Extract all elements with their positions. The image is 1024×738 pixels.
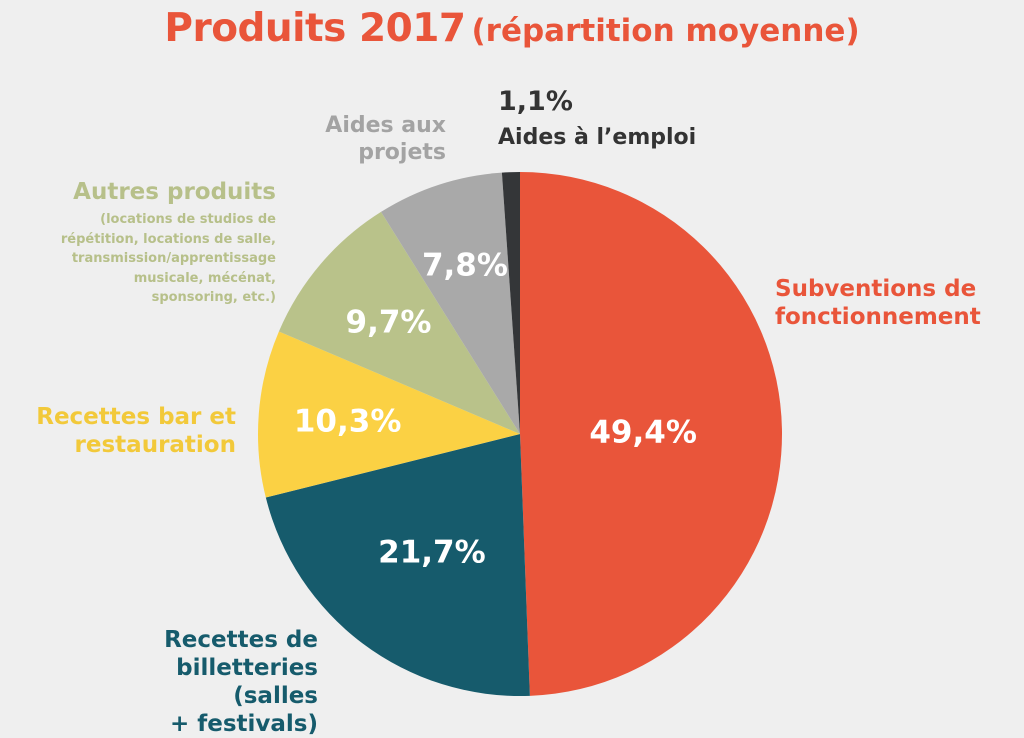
label-autres-note-line: musicale, mécénat, [133,270,276,286]
label-aides-projets-line: Aides aux [325,113,446,138]
label-billetterie-line: billetteries (salles [176,655,318,710]
label-autres-note-line: sponsoring, etc.) [151,290,276,305]
chart-title-main: Produits 2017 [164,6,466,51]
label-aides-emploi: Aides à l’emploi [498,125,697,150]
label-autres-note-line: (locations de studios de [100,212,276,227]
label-aides-projets-line: projets [358,139,446,165]
slice-value-label: 10,3% [294,403,402,439]
label-billetterie: Recettes de billetteries (salles + festi… [150,626,318,738]
label-autres-note-line: transmission/apprentissage [71,251,276,266]
chart-title-sub: (répartition moyenne) [471,13,860,49]
pie-slice [258,331,520,498]
pie-slice [381,172,520,434]
label-subventions-line: Subventions de [775,276,977,302]
pie-slice [520,172,782,696]
label-autres: Autres produits [73,179,276,205]
slice-value-label: 49,4% [589,415,697,451]
pie-slice [278,211,520,434]
label-aides-projets: Aides aux projets [290,113,446,167]
label-subventions-line: fonctionnement [775,304,981,331]
label-aides-emploi-value: 1,1% [498,86,573,117]
label-bar-line: restauration [74,432,236,459]
chart-title: Produits 2017 (répartition moyenne) [0,6,1024,51]
label-billetterie-line: + festivals) [169,711,318,738]
pie-slice [265,434,530,696]
slice-value-label: 21,7% [378,534,486,570]
label-autres-note: (locations de studios de répétition, loc… [20,210,276,308]
label-bar: Recettes bar et restauration [20,403,236,459]
label-bar-line: Recettes bar et [36,404,236,430]
pie-slice [501,172,520,434]
slice-value-label: 7,8% [422,248,508,284]
label-autres-note-line: répétition, locations de salle, [60,231,276,247]
label-subventions: Subventions de fonctionnement [775,275,981,331]
label-billetterie-line: Recettes de [164,627,318,653]
slice-value-label: 9,7% [346,305,432,341]
